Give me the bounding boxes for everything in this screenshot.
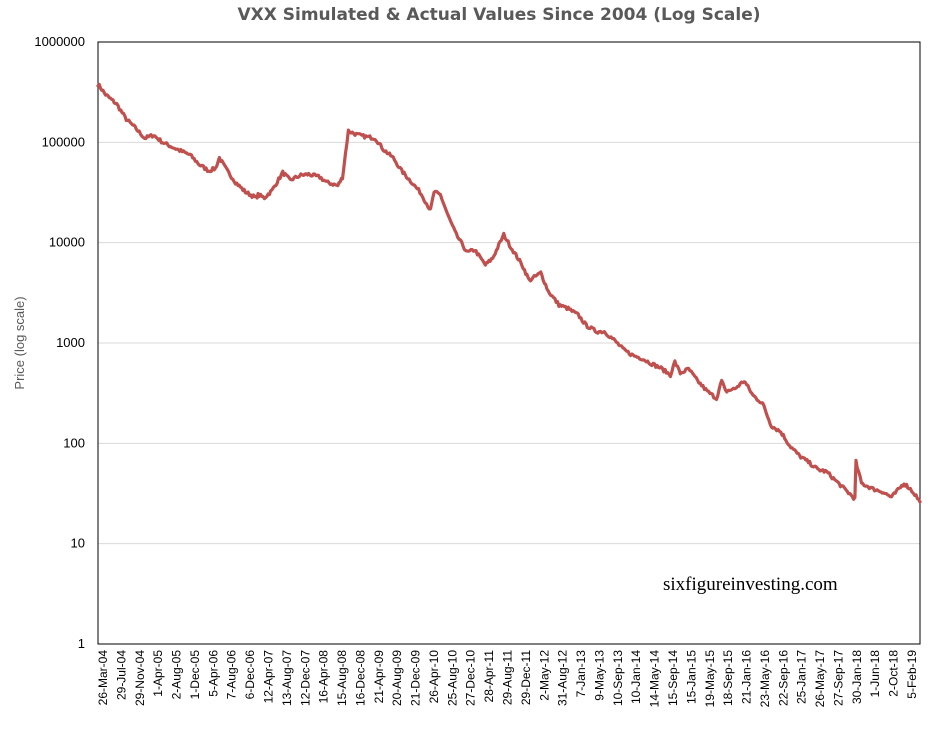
y-tick-label: 1000 [56,335,85,350]
x-tick-label: 10-Jan-14 [629,650,643,704]
x-tick-label: 19-May-15 [703,650,717,708]
y-tick-label: 10000 [49,235,85,250]
x-tick-label: 26-May-17 [813,650,827,708]
series-line [96,82,922,504]
x-tick-label: 29-Jul-04 [114,650,128,700]
chart-title: VXX Simulated & Actual Values Since 2004… [237,5,760,25]
x-tick-label: 6-Dec-06 [243,650,257,700]
x-tick-label: 12-Dec-07 [298,650,312,706]
y-axis-ticks: 1000000 100000 10000 1000 100 10 1 [34,34,85,651]
watermark-text: sixfigureinvesting.com [663,574,838,595]
x-tick-label: 20-Aug-09 [390,650,404,706]
x-tick-label: 1-Apr-05 [151,650,165,697]
x-tick-label: 26-Apr-10 [427,650,441,704]
x-tick-label: 2-Aug-05 [170,650,184,700]
x-tick-label: 18-Sep-15 [721,650,735,706]
x-tick-label: 29-Aug-11 [501,650,515,705]
x-tick-label: 16-Dec-08 [353,650,367,706]
x-tick-label: 5-Feb-19 [905,650,919,699]
plot-area [97,41,921,645]
x-tick-label: 23-May-16 [758,650,772,708]
y-axis-title: Price (log scale) [12,296,27,389]
x-tick-label: 15-Aug-08 [335,650,349,706]
x-tick-label: 25-Jan-17 [795,650,809,704]
x-tick-label: 29-Dec-11 [519,650,533,705]
y-tick-label: 100 [63,435,85,450]
x-tick-label: 15-Jan-15 [684,650,698,704]
x-tick-label: 1-Dec-05 [188,650,202,700]
x-tick-label: 2-May-12 [537,650,551,701]
x-tick-label: 21-Jan-16 [740,650,754,704]
series-group [96,82,922,504]
x-tick-label: 21-Dec-09 [409,650,423,706]
y-tick-label: 1 [78,636,85,651]
x-tick-label: 26-Mar-04 [96,650,110,706]
x-tick-label: 29-Nov-04 [133,650,147,706]
x-tick-label: 5-Apr-06 [206,650,220,697]
x-tick-label: 14-May-14 [648,650,662,708]
x-tick-label: 15-Sep-14 [666,650,680,706]
x-tick-label: 27-Dec-10 [464,650,478,706]
grid [98,141,920,545]
x-tick-label: 2-Oct-18 [887,650,901,697]
x-tick-label: 1-Jun-18 [868,650,882,698]
y-tick-label: 100000 [42,134,85,149]
x-tick-label: 7-Jan-13 [574,650,588,698]
x-tick-label: 21-Apr-09 [372,650,386,704]
x-tick-label: 9-May-13 [592,650,606,701]
x-tick-label: 25-Aug-10 [445,650,459,706]
x-tick-label: 22-Sep-16 [776,650,790,706]
x-axis-ticks: 26-Mar-04 29-Jul-04 29-Nov-04 1-Apr-05 2-Aug… [96,650,919,708]
x-tick-label: 28-Apr-11 [482,650,496,703]
x-tick-label: 31-Aug-12 [556,650,570,706]
y-tick-label: 10 [71,536,85,551]
x-tick-label: 7-Aug-06 [225,650,239,700]
x-tick-label: 12-Apr-07 [262,650,276,704]
x-tick-label: 27-Sep-17 [832,650,846,706]
x-tick-label: 10-Sep-13 [611,650,625,706]
x-tick-label: 13-Aug-07 [280,650,294,706]
y-tick-label: 1000000 [34,34,85,49]
x-tick-label: 30-Jan-18 [850,650,864,704]
x-tick-label: 16-Apr-08 [317,650,331,704]
